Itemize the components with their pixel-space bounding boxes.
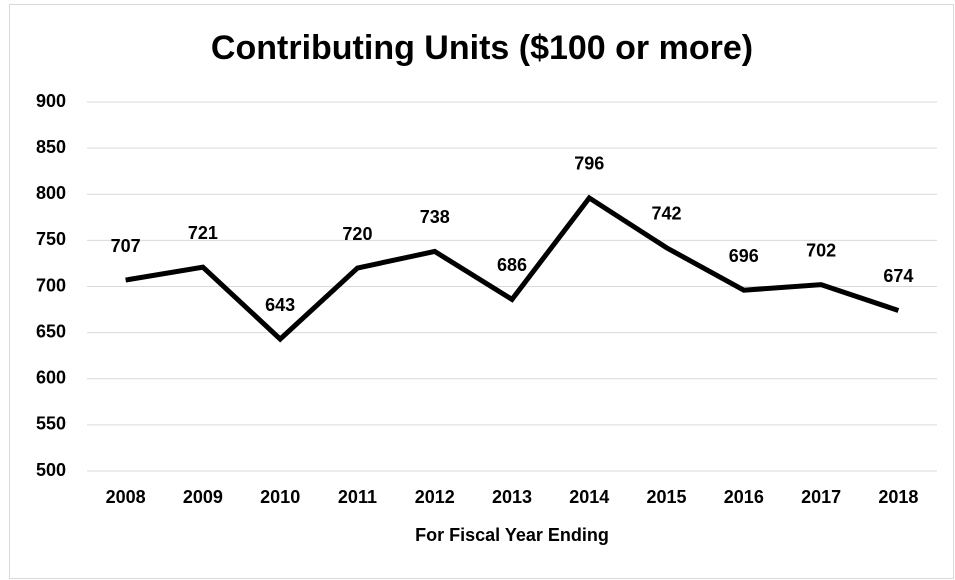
x-axis-label: For Fiscal Year Ending	[415, 525, 609, 545]
x-tick-label: 2009	[183, 487, 223, 507]
x-tick-label: 2012	[415, 487, 455, 507]
x-tick-label: 2011	[338, 487, 377, 507]
x-tick-label: 2014	[569, 487, 609, 507]
data-label: 720	[342, 224, 372, 244]
y-tick-label: 500	[36, 460, 66, 480]
data-label: 696	[729, 246, 759, 266]
y-tick-label: 900	[36, 91, 66, 111]
y-tick-label: 700	[36, 275, 66, 295]
x-tick-label: 2008	[106, 487, 146, 507]
data-label: 643	[265, 295, 295, 315]
y-tick-label: 650	[36, 321, 66, 341]
y-tick-label: 800	[36, 183, 66, 203]
data-label: 738	[420, 207, 450, 227]
y-tick-label: 600	[36, 368, 66, 388]
chart-border	[9, 4, 954, 579]
x-tick-label: 2018	[878, 487, 918, 507]
line	[125, 194, 900, 343]
data-label: 707	[111, 236, 141, 256]
data-label: 721	[188, 223, 218, 243]
data-label: 742	[652, 204, 682, 224]
x-tick-label: 2015	[647, 487, 687, 507]
data-label: 796	[574, 154, 604, 174]
data-label: 674	[883, 266, 913, 286]
y-tick-label: 550	[36, 414, 66, 434]
y-tick-label: 750	[36, 229, 66, 249]
data-label: 686	[497, 255, 527, 275]
data-label: 702	[806, 240, 836, 260]
x-tick-label: 2016	[724, 487, 764, 507]
chart-title: Contributing Units ($100 or more)	[211, 29, 753, 67]
x-tick-label: 2010	[260, 487, 300, 507]
x-tick-label: 2013	[492, 487, 532, 507]
y-tick-label: 850	[36, 137, 66, 157]
x-tick-label: 2017	[801, 487, 841, 507]
